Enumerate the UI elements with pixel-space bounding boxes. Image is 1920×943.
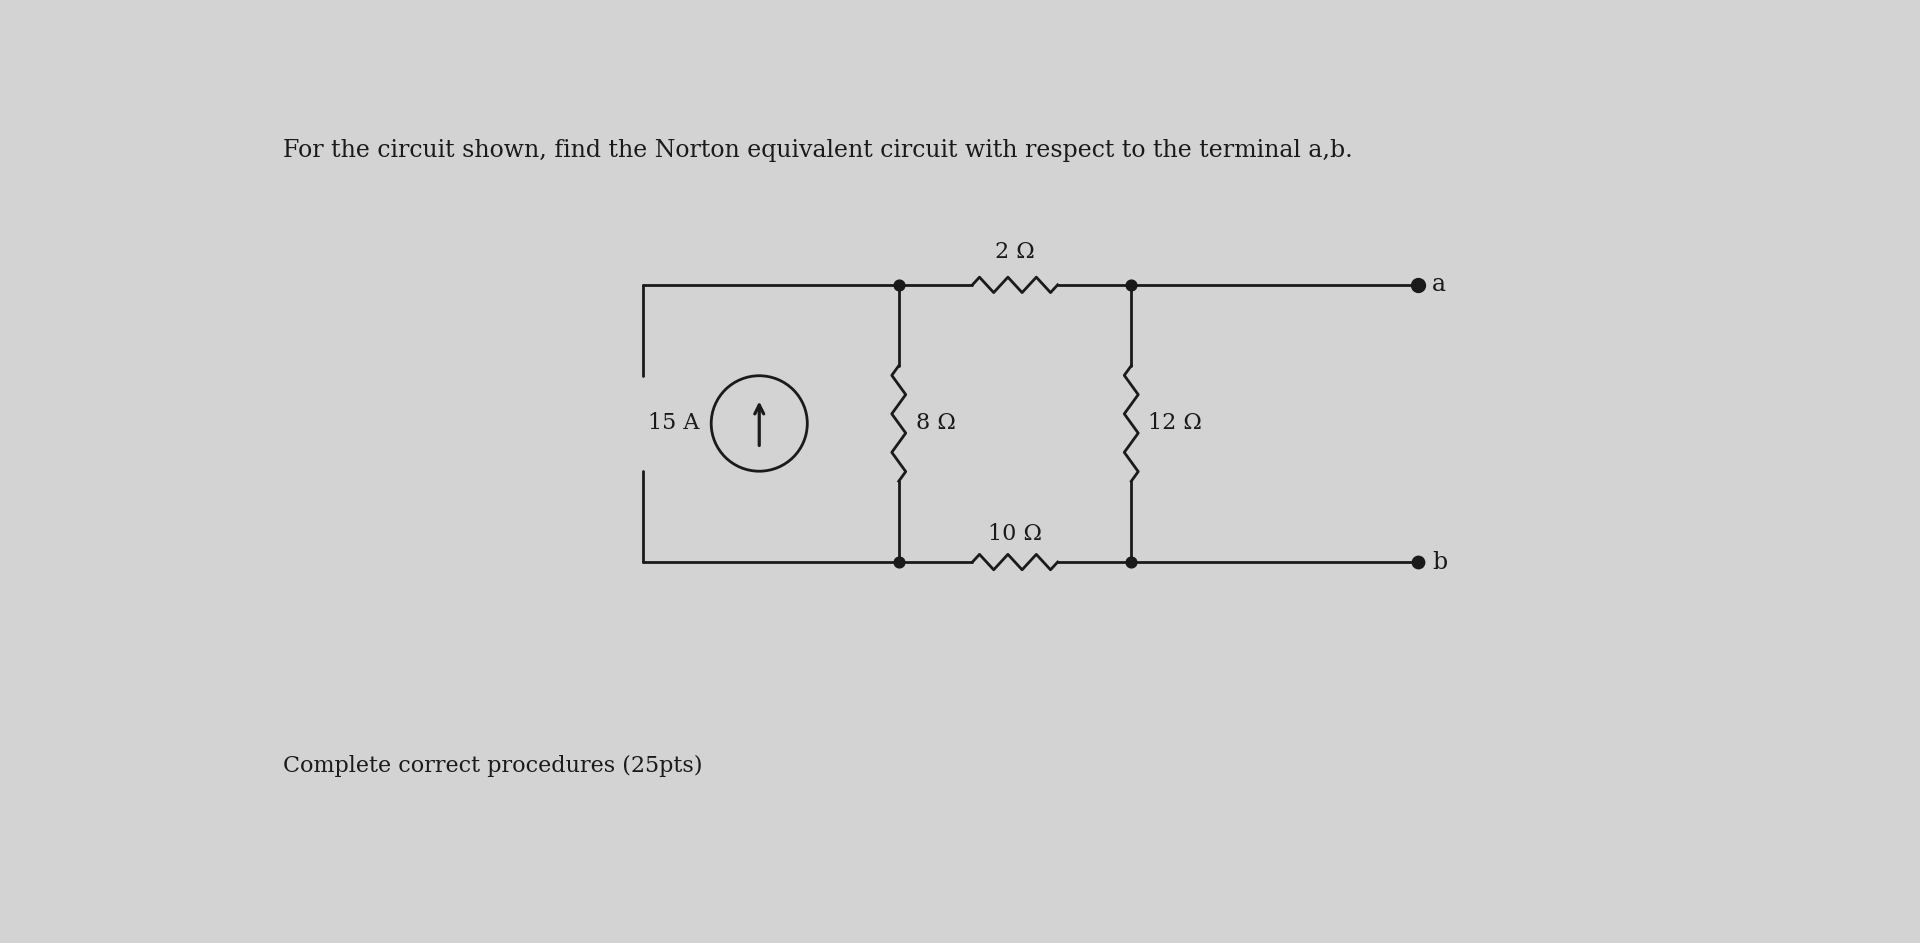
Point xyxy=(883,554,914,570)
Point xyxy=(1116,554,1146,570)
Point xyxy=(883,277,914,292)
Text: 10 Ω: 10 Ω xyxy=(989,523,1043,545)
Text: For the circuit shown, find the Norton equivalent circuit with respect to the te: For the circuit shown, find the Norton e… xyxy=(282,139,1352,161)
Text: 8 Ω: 8 Ω xyxy=(916,412,956,435)
Text: 12 Ω: 12 Ω xyxy=(1148,412,1202,435)
Text: b: b xyxy=(1432,551,1448,573)
Point xyxy=(1404,277,1434,292)
Point xyxy=(1116,277,1146,292)
Point xyxy=(1404,554,1434,570)
Text: 2 Ω: 2 Ω xyxy=(995,241,1035,263)
Text: Complete correct procedures (25pts): Complete correct procedures (25pts) xyxy=(282,754,703,777)
Text: a: a xyxy=(1432,273,1446,296)
Text: 15 A: 15 A xyxy=(649,412,699,435)
